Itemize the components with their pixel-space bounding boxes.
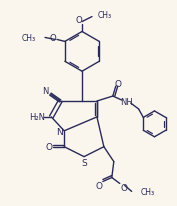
Text: O: O [114, 79, 121, 88]
Text: CH₃: CH₃ [98, 11, 112, 20]
Text: O: O [50, 34, 56, 43]
Text: O: O [46, 143, 53, 151]
Text: H₂N: H₂N [29, 113, 45, 122]
Text: O: O [95, 181, 102, 190]
Text: N: N [42, 86, 48, 95]
Text: S: S [81, 158, 87, 167]
Text: N: N [56, 128, 63, 137]
Text: O: O [120, 183, 127, 192]
Text: CH₃: CH₃ [22, 34, 36, 43]
Text: NH: NH [120, 97, 133, 106]
Text: O: O [76, 16, 82, 25]
Text: CH₃: CH₃ [141, 187, 155, 196]
